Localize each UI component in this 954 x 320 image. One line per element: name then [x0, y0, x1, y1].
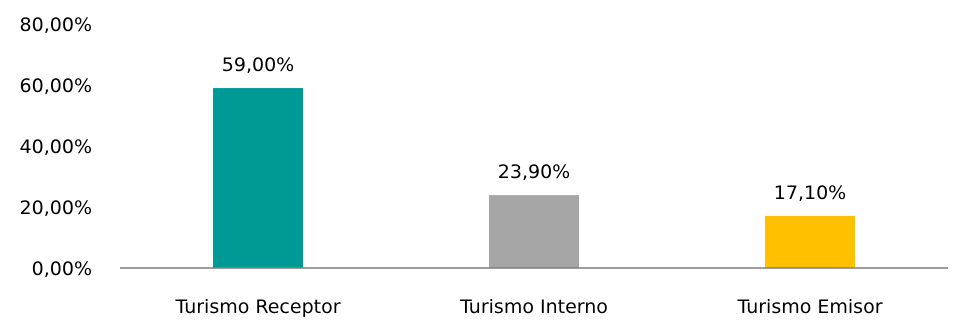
data-labels: 59,00% 23,90% 17,10%	[222, 54, 846, 204]
x-tick-label: Turismo Receptor	[174, 296, 340, 318]
data-label: 17,10%	[774, 182, 846, 204]
bars	[213, 88, 855, 268]
bar	[765, 215, 855, 268]
y-tick-label: 20,00%	[20, 197, 92, 219]
category-labels: Turismo Receptor Turismo Interno Turismo E…	[174, 296, 882, 318]
y-tick-label: 40,00%	[20, 136, 92, 158]
y-axis-ticks: 0,00% 20,00% 40,00% 60,00% 80,00%	[20, 14, 92, 280]
data-label: 23,90%	[498, 161, 570, 183]
bar	[213, 88, 303, 268]
x-tick-label: Turismo Emisor	[736, 296, 882, 318]
x-tick-label: Turismo Interno	[459, 296, 608, 318]
y-tick-label: 60,00%	[20, 75, 92, 97]
bar	[489, 195, 579, 268]
y-tick-label: 0,00%	[32, 258, 92, 280]
y-tick-label: 80,00%	[20, 14, 92, 36]
data-label: 59,00%	[222, 54, 294, 76]
